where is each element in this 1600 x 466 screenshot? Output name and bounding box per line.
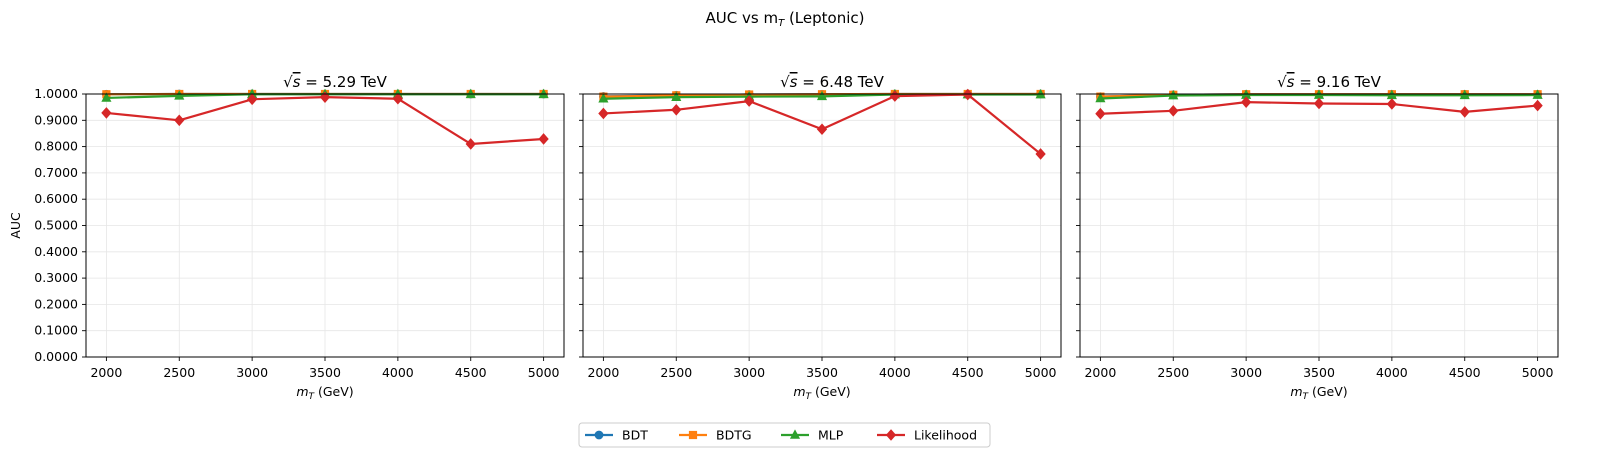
data-point-likelihood — [816, 123, 828, 136]
legend-label: MLP — [818, 428, 844, 443]
y-axis-label: AUC — [8, 212, 23, 239]
legend-marker-likelihood — [885, 429, 897, 441]
data-point-likelihood — [1095, 107, 1106, 120]
data-point-likelihood — [101, 107, 112, 119]
data-point-likelihood — [247, 93, 258, 106]
x-tick-label: 4500 — [1449, 365, 1481, 380]
data-point-mlp — [1095, 92, 1106, 103]
series-mlp — [1095, 89, 1543, 103]
data-point-likelihood — [1313, 97, 1325, 110]
x-tick-label: 3500 — [309, 365, 341, 380]
legend-item-bdt: BDT — [585, 428, 648, 443]
legend-marker-bdtg — [688, 430, 698, 440]
series-likelihood — [101, 91, 549, 150]
data-point-likelihood — [1035, 148, 1046, 160]
grid — [1080, 93, 1558, 358]
panel-3: 2000 2500 3000 3500 4000 4500 5000 mT (GeV) √s =… — [1076, 73, 1559, 402]
legend: BDT BDTG MLP Likelihood — [578, 422, 991, 448]
data-point-likelihood — [598, 107, 609, 120]
legend-item-likelihood: Likelihood — [877, 428, 977, 443]
data-point-mlp — [1168, 89, 1179, 100]
y-tick-label: 0.1000 — [34, 323, 78, 338]
y-tick-label: 0.3000 — [34, 270, 78, 285]
y-tick-label: 1.0000 — [34, 86, 78, 101]
x-tick-label: 2500 — [1157, 365, 1189, 380]
data-point-likelihood — [538, 133, 549, 145]
y-tick-label: 0.0000 — [34, 349, 78, 364]
data-point-mlp — [1459, 89, 1470, 100]
panel-1: 0.0000 0.1000 0.2000 0.3000 0.4000 0.5000 0.60… — [8, 73, 565, 402]
legend-label: BDTG — [716, 428, 752, 443]
x-tick-label: 4500 — [455, 365, 487, 380]
data-point-likelihood — [1386, 98, 1397, 110]
x-tick-label: 3500 — [806, 365, 838, 380]
panel-title-text: √s = 9.16 TeV — [1277, 73, 1382, 91]
y-tick-label: 0.9000 — [34, 112, 78, 127]
panel-title-text: √s = 6.48 TeV — [780, 73, 885, 91]
data-point-mlp — [101, 92, 112, 102]
legend-label: BDT — [622, 428, 648, 443]
y-tick-label: 0.7000 — [34, 165, 78, 180]
x-tick-label: 2500 — [660, 365, 692, 380]
x-tick-label: 3000 — [236, 365, 268, 380]
y-tick-label: 0.4000 — [34, 244, 78, 259]
data-point-likelihood — [1168, 105, 1179, 117]
series-likelihood — [1095, 96, 1543, 120]
data-point-likelihood — [1532, 99, 1543, 112]
x-tick-label: 5000 — [528, 365, 560, 380]
data-point-mlp — [816, 90, 828, 101]
legend-label: Likelihood — [914, 428, 977, 443]
data-point-mlp — [598, 93, 609, 103]
legend-item-mlp: MLP — [781, 428, 844, 443]
legend-item-bdtg: BDTG — [679, 428, 752, 443]
data-point-likelihood — [392, 92, 403, 105]
x-tick-label: 4500 — [952, 365, 984, 380]
grid — [86, 93, 564, 358]
x-tick-label: 4000 — [879, 365, 911, 380]
x-tick-label: 2500 — [163, 365, 195, 380]
panel-title-text: √s = 5.29 TeV — [283, 73, 388, 91]
panel-title: √s = 6.48 TeV — [780, 73, 885, 91]
y-tick-label: 0.6000 — [34, 191, 78, 206]
data-point-mlp — [174, 90, 185, 100]
x-tick-label: 4000 — [1376, 365, 1408, 380]
data-point-likelihood — [1459, 106, 1470, 118]
x-tick-label: 3500 — [1303, 365, 1335, 380]
panel-2: 2000 2500 3000 3500 4000 4500 5000 mT (GeV) √s =… — [579, 73, 1062, 402]
x-tick-label: 2000 — [587, 365, 619, 380]
x-axis-label: mT (GeV) — [793, 384, 850, 402]
x-tick-label: 5000 — [1025, 365, 1057, 380]
grid — [583, 93, 1061, 358]
x-tick-label: 4000 — [382, 365, 414, 380]
y-tick-label: 0.5000 — [34, 218, 78, 233]
x-axis-label: mT (GeV) — [1290, 384, 1347, 402]
x-tick-label: 3000 — [733, 365, 765, 380]
data-point-likelihood — [465, 138, 476, 150]
x-tick-label: 2000 — [90, 365, 122, 380]
series-likelihood — [598, 88, 1046, 160]
y-tick-label: 0.8000 — [34, 139, 78, 154]
panel-title: √s = 5.29 TeV — [283, 73, 388, 91]
data-point-likelihood — [174, 114, 185, 127]
legend-marker-mlp — [789, 429, 801, 439]
panel-title: √s = 9.16 TeV — [1277, 73, 1382, 91]
data-point-likelihood — [1241, 96, 1252, 108]
data-point-likelihood — [319, 91, 331, 103]
x-tick-label: 5000 — [1522, 365, 1554, 380]
data-point-likelihood — [962, 88, 973, 101]
figure-title: AUC vs mT (Leptonic) — [706, 9, 865, 29]
x-tick-label: 2000 — [1084, 365, 1116, 380]
x-axis-label: mT (GeV) — [296, 384, 353, 402]
data-point-likelihood — [671, 103, 682, 116]
data-point-likelihood — [744, 95, 755, 107]
data-point-mlp — [671, 91, 682, 101]
y-tick-label: 0.2000 — [34, 296, 78, 311]
x-tick-label: 3000 — [1230, 365, 1262, 380]
legend-marker-bdt — [594, 430, 604, 440]
